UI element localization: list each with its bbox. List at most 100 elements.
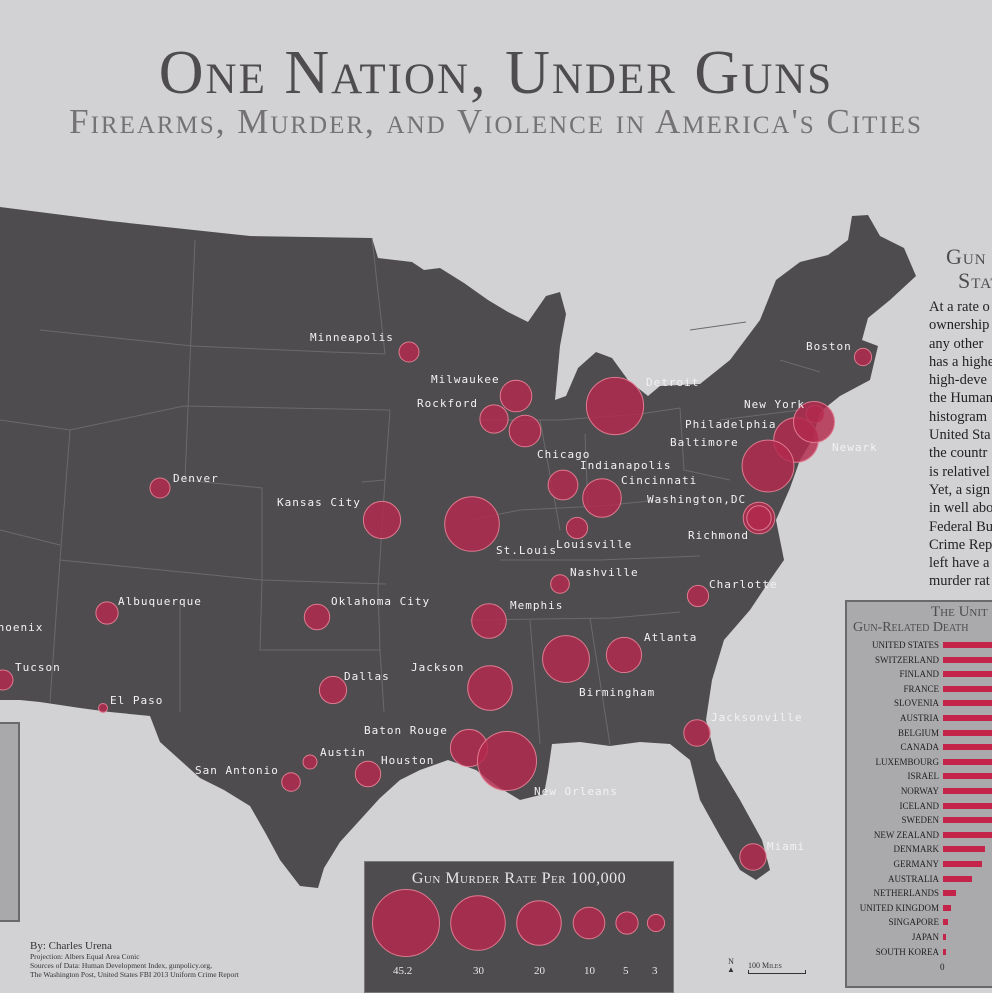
city-label-tucson: Tucson [15,661,61,674]
city-bubble-charlotte [686,584,710,608]
city-label-kansas-city: Kansas City [277,496,361,509]
bar-label: SOUTH KOREA [875,946,939,957]
side-text-line: murder rat [929,573,990,590]
bar-label: SINGAPORE [888,917,939,928]
left-histogram-panel [0,722,20,922]
city-bubble-tucson [0,669,14,691]
city-label-atlanta: Atlanta [644,631,697,644]
city-label-richmond: Richmond [688,529,749,542]
city-bubble-richmond [746,505,772,531]
bar-label: CANADA [900,742,939,753]
city-label-memphis: Memphis [510,599,563,612]
city-label-el-paso: El Paso [110,694,163,707]
city-bubble-indianapolis [547,469,579,501]
side-text-line: the Human [929,390,992,407]
bar-label: DENMARK [893,844,939,855]
side-text-line: At a rate o [929,299,990,315]
city-label-denver: Denver [173,472,219,485]
city-labels: Minneapolis Milwaukee Rockford Chicago D… [0,331,877,853]
legend-circles [372,889,666,957]
city-bubble-boston [853,347,873,367]
city-label-baton-rouge: Baton Rouge [364,724,448,737]
city-bubble-baltimore [741,439,795,493]
side-text-line: Federal Bu [929,518,992,535]
city-label-cincinnati: Cincinnati [621,474,697,487]
bar-label: FRANCE [903,683,939,694]
city-label-boston: Boston [806,340,852,353]
city-bubble-austin [302,754,318,770]
city-bubble-birmingham [542,635,590,683]
bar [943,642,992,648]
city-bubble-albuquerque [95,601,119,625]
legend-circle [615,911,639,935]
city-bubble-memphis [471,603,507,639]
map-title: One Nation, Under Guns [158,39,834,107]
city-label-charlotte: Charlotte [709,578,778,591]
bar [943,758,992,765]
city-bubble-newark [793,401,835,443]
side-text-line: ownership [929,317,990,334]
side-text-line: the countr [929,445,988,462]
city-bubble-jackson [467,665,513,711]
side-text: At a rate o ownership any other has a hi… [929,298,992,591]
bar-label: SLOVENIA [894,698,939,709]
legend-label: 30 [473,965,484,977]
side-text-line: high-deve [929,372,987,389]
bar [943,831,992,838]
bar-label: SWEDEN [901,815,940,826]
city-bubble-rockford [479,404,509,434]
city-label-milwaukee: Milwaukee [431,373,500,386]
legend-title: Gun Murder Rate Per 100,000 [411,870,627,887]
city-label-miami: Miami [767,840,805,853]
bar [943,788,992,794]
city-label-dallas: Dallas [344,670,390,683]
city-bubble-st-louis [444,496,500,552]
bar [943,919,949,926]
city-label-baltimore: Baltimore [670,436,739,449]
city-bubble-new-orleans [477,731,537,791]
legend-label: 45.2 [393,965,413,977]
city-bubble-houston [354,760,382,788]
city-label-nashville: Nashville [570,566,639,579]
legend-label: 3 [652,965,658,977]
city-label-minneapolis: Minneapolis [310,331,394,344]
bar-label: ICELAND [899,800,940,811]
city-label-jackson: Jackson [411,661,464,674]
city-bubble-chicago [508,414,542,448]
city-label-chicago: Chicago [537,448,590,461]
city-label-phoenix: Phoenix [0,621,43,634]
city-label-albuquerque: Albuquerque [118,595,202,608]
city-bubble-kansas-city [362,500,402,540]
bar-label: UNITED STATES [871,640,939,650]
bubble-size-legend: Gun Murder Rate Per 100,000 45.2 30 20 1… [364,861,674,993]
bar-label: FINLAND [899,669,940,680]
legend-circle [450,895,506,951]
side-heading-line1: Gun [946,244,987,269]
bar-label: UNITED KINGDOM [859,902,939,913]
bar [943,729,992,736]
bar [943,802,992,809]
scale-label: 100 Miles [748,961,806,974]
side-text-line: histogram [929,408,987,425]
bar-label: AUSTRIA [899,713,939,723]
city-label-louisville: Louisville [556,538,632,551]
bar-label: BELGIUM [898,727,939,738]
scale-bar: N ▲ 100 Miles [726,958,806,974]
city-bubble-minneapolis [398,341,420,363]
side-text-line: has a highe [929,353,992,370]
city-label-san-antonio: San Antonio [195,764,279,777]
bar-label: LUXEMBOURG [875,756,939,767]
legend-circle [516,900,562,946]
bar-label: AUSTRALIA [888,873,939,884]
bar-label: GERMANY [893,859,939,869]
bar [943,861,982,867]
legend-circle [646,913,666,933]
bar [943,773,992,780]
city-label-jacksonville: Jacksonville [711,711,802,724]
city-bubble-jacksonville [683,719,711,747]
city-bubble-oklahoma-city [303,603,331,631]
bar [943,715,992,721]
bar [943,656,992,663]
bar [943,846,985,853]
